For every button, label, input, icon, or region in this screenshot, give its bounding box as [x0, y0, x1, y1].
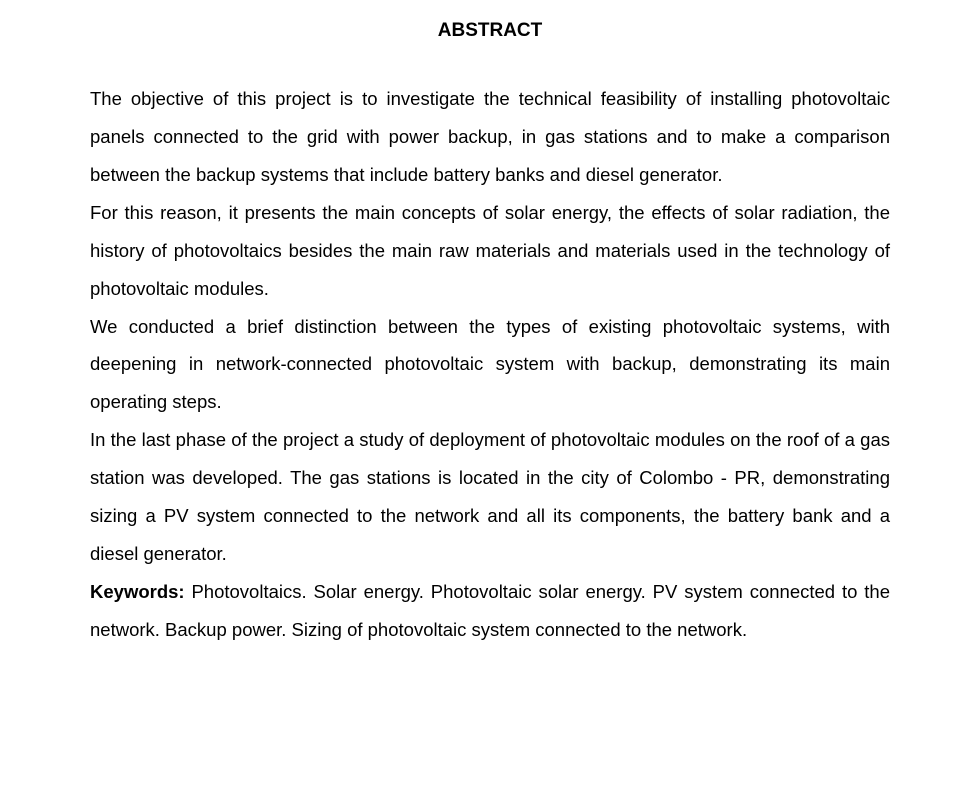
abstract-paragraph-4: In the last phase of the project a study…	[90, 421, 890, 573]
abstract-title: ABSTRACT	[90, 20, 890, 42]
abstract-paragraph-1: The objective of this project is to inve…	[90, 80, 890, 194]
keywords-text: Photovoltaics. Solar energy. Photovoltai…	[90, 581, 890, 640]
abstract-paragraph-3: We conducted a brief distinction between…	[90, 308, 890, 422]
keywords-label: Keywords:	[90, 581, 185, 602]
keywords-section: Keywords: Photovoltaics. Solar energy. P…	[90, 573, 890, 649]
abstract-paragraph-2: For this reason, it presents the main co…	[90, 194, 890, 308]
document-page: ABSTRACT The objective of this project i…	[0, 0, 960, 810]
